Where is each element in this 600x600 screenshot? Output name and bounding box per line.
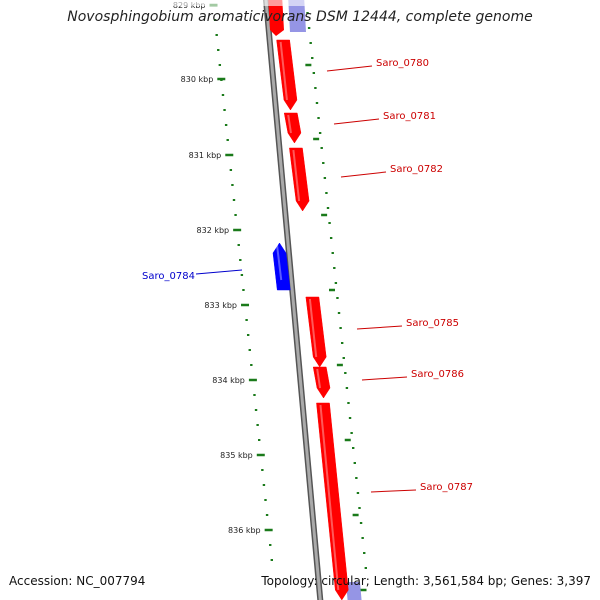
title-fade (160, 0, 440, 6)
partial-gene-top-blue (288, 0, 306, 32)
saro_0781-gene-highlight (287, 114, 292, 134)
saro_0785-label: Saro_0785 (406, 318, 459, 329)
saro_0785-gene-highlight (308, 298, 318, 358)
saro_0786-label: Saro_0786 (411, 369, 464, 380)
saro_0781-label: Saro_0781 (383, 111, 436, 122)
genome-summary-text: Topology: circular; Length: 3,561,584 bp… (261, 574, 591, 588)
saro_0780-gene-body (276, 39, 298, 111)
saro_0786-gene-arrow (312, 366, 331, 399)
saro_0784-label: Saro_0784 (142, 271, 195, 282)
saro_0784-leader-line (195, 269, 243, 275)
saro_0780-gene-highlight (279, 41, 288, 101)
saro_0780-gene-arrow (276, 39, 298, 111)
saro_0781-leader-line (333, 118, 380, 125)
saro_0787-gene-body (316, 402, 349, 600)
saro_0786-gene-body (312, 366, 331, 399)
saro_0785-leader-line (356, 325, 403, 330)
saro_0785-gene-arrow (305, 296, 327, 368)
tick-label: 836 kbp (228, 526, 261, 535)
saro_0785-gene-body (305, 296, 327, 368)
tick-label: 834 kbp (212, 376, 245, 385)
saro_0784-gene-highlight (275, 244, 283, 281)
tick-label: 830 kbp (181, 75, 214, 84)
saro_0786-gene-highlight (316, 368, 322, 389)
saro_0784-gene-arrow (272, 242, 291, 291)
partial-gene-top-red (268, 0, 284, 36)
saro_0782-gene-highlight (292, 149, 301, 202)
tick-label: 835 kbp (220, 451, 253, 460)
saro_0787-label: Saro_0787 (420, 482, 473, 493)
partial-gene-bottom-blue (346, 582, 362, 600)
tick-label: 832 kbp (197, 226, 230, 235)
saro_0780-leader-line (326, 65, 373, 72)
saro_0787-leader-line (370, 489, 417, 493)
saro_0784-gene-body (272, 242, 291, 291)
saro_0782-gene-body (289, 147, 310, 212)
saro_0782-label: Saro_0782 (390, 164, 443, 175)
saro_0787-gene-highlight (319, 404, 340, 591)
tick-label: 833 kbp (204, 301, 237, 310)
tick-label: 831 kbp (189, 151, 222, 160)
saro_0786-leader-line (361, 376, 408, 381)
saro_0780-label: Saro_0780 (376, 58, 429, 69)
saro_0781-gene-arrow (283, 112, 302, 144)
saro_0787-gene-arrow (316, 402, 349, 600)
genome-title: Novosphingobium aromaticivorans DSM 1244… (67, 9, 533, 25)
saro_0782-leader-line (340, 171, 387, 178)
saro_0782-gene-arrow (289, 147, 310, 212)
genome-backbone (264, 0, 322, 600)
accession-text: Accession: NC_007794 (9, 574, 146, 588)
saro_0781-gene-body (283, 112, 302, 144)
